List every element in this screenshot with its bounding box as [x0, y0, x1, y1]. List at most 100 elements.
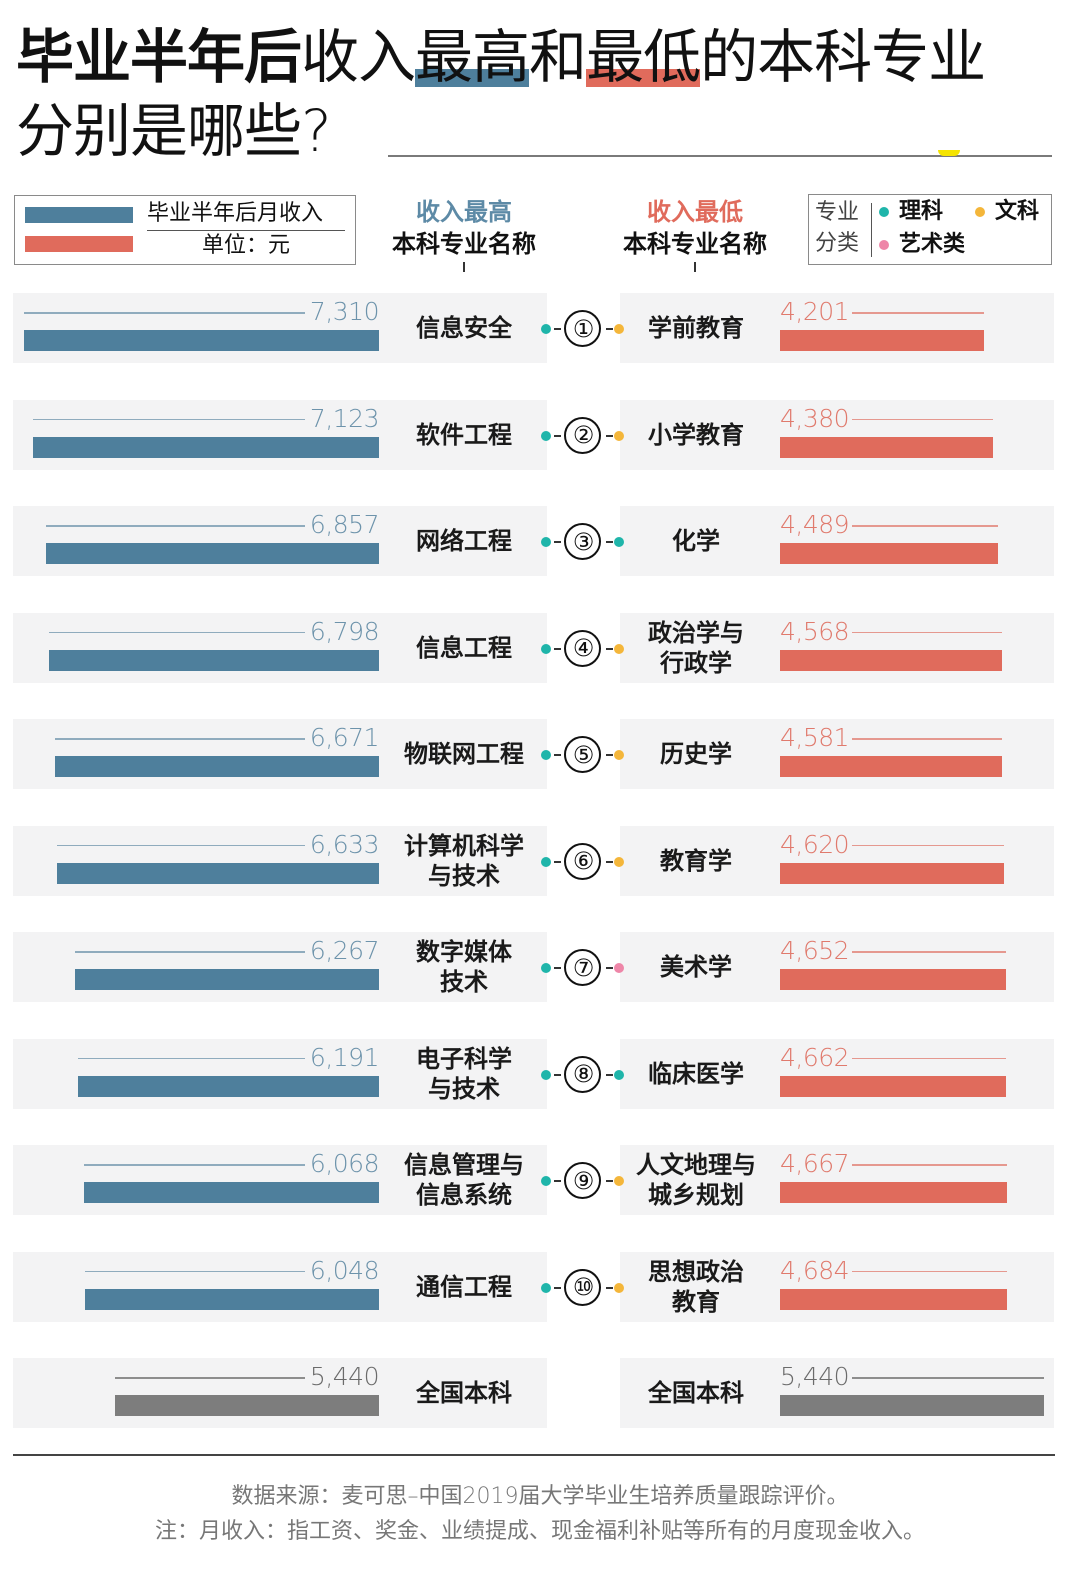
low-value-label: 4,684	[780, 1255, 850, 1285]
left-panel	[13, 1038, 547, 1109]
high-value-label: 6,633	[309, 829, 380, 859]
category-dot-icon	[541, 1176, 551, 1186]
low-value-label: 4,662	[780, 1042, 850, 1072]
category-dot-icon	[541, 324, 551, 334]
low-value-label: 4,380	[780, 403, 850, 433]
category-dot-icon	[541, 1069, 551, 1080]
category-art: 艺术类	[879, 230, 965, 260]
ranking-row: 6,267 数字媒体 技术 美术学 4,652 ⑦	[0, 932, 1080, 1002]
category-dot-icon	[614, 643, 624, 654]
legend-label: 毕业半年后月收入	[147, 201, 324, 226]
ranking-row: 6,671 物联网工程 历史学 4,581 ⑤	[0, 719, 1080, 789]
rank-badge: ⑨	[564, 1162, 601, 1199]
category-dot-icon	[541, 963, 551, 973]
value-leader-line	[852, 951, 1006, 953]
rank-badge: ⑦	[564, 949, 601, 986]
value-leader-line	[852, 738, 1002, 740]
right-panel	[620, 399, 1054, 470]
low-value-label: 4,620	[780, 829, 850, 859]
decorative-dot	[938, 150, 960, 156]
low-income-bar	[780, 330, 984, 351]
value-leader-line	[852, 312, 984, 314]
high-major-name: 软件工程	[416, 420, 512, 449]
ranking-row: 7,310 信息安全 学前教育 4,201 ①	[0, 293, 1080, 363]
low-major-name: 学前教育	[648, 314, 744, 342]
low-major-name: 教育学	[660, 846, 732, 875]
value-leader-line	[78, 1057, 305, 1059]
low-value-label: 4,652	[780, 936, 850, 965]
left-panel	[13, 506, 547, 576]
low-income-bar	[780, 862, 1004, 884]
value-leader-line	[115, 1377, 305, 1379]
high-major-name: 网络工程	[416, 527, 512, 555]
ranking-row: 7,123 软件工程 小学教育 4,380 ②	[0, 399, 1080, 470]
category-dot-icon	[541, 750, 551, 760]
value-leader-line	[75, 951, 305, 953]
low-major-name: 政治学与 行政学	[648, 618, 744, 677]
right-panel	[620, 612, 1054, 683]
left-panel	[13, 1145, 547, 1215]
chart-title-line1: 毕业半年后收入最高和最低的本科专业	[16, 23, 986, 91]
high-major-name: 全国本科	[416, 1379, 512, 1407]
category-dot-icon	[541, 856, 551, 867]
value-leader-line	[852, 1377, 1044, 1379]
right-panel	[620, 1145, 1054, 1215]
low-major-name: 思想政治 教育	[648, 1257, 744, 1316]
legend-unit: 单位：元	[201, 233, 290, 258]
rank-badge: ③	[564, 523, 601, 560]
low-major-name: 全国本科	[648, 1379, 744, 1407]
chart-title-line2: 分别是哪些?	[16, 97, 332, 165]
value-leader-line	[852, 631, 1002, 633]
high-income-bar	[75, 969, 379, 990]
value-leader-line	[55, 738, 305, 740]
value-leader-line	[852, 1057, 1006, 1059]
rank-badge: ②	[564, 416, 601, 454]
high-income-bar	[57, 862, 379, 884]
high-income-bar	[84, 1182, 379, 1203]
high-income-bar	[78, 1075, 379, 1097]
left-panel	[13, 719, 547, 789]
low-income-bar	[780, 1182, 1007, 1203]
value-leader-line	[84, 1164, 305, 1166]
high-value-label: 7,123	[309, 403, 380, 433]
low-income-bar	[780, 1075, 1006, 1097]
high-income-bar	[33, 436, 379, 458]
category-dot-icon	[614, 430, 624, 441]
category-dot-icon	[614, 1282, 624, 1293]
legend-swatch-high	[25, 207, 133, 223]
left-panel	[13, 612, 547, 683]
low-value-label: 4,667	[780, 1149, 850, 1178]
low-value-label: 4,489	[780, 510, 850, 539]
value-leader-line	[852, 525, 998, 527]
high-income-bar	[46, 543, 379, 564]
category-dot-icon	[614, 1176, 624, 1186]
category-dot-icon	[614, 963, 624, 973]
left-panel	[13, 293, 547, 363]
category-dot-icon	[541, 430, 551, 441]
value-leader-line	[852, 1164, 1007, 1166]
title-highlight-high: 最高	[415, 23, 530, 91]
high-major-name: 电子科学 与技术	[416, 1044, 512, 1103]
pink-dot-icon	[879, 240, 889, 250]
value-leader-line	[852, 1270, 1007, 1272]
value-leader-line	[852, 844, 1004, 846]
low-major-name: 小学教育	[648, 420, 744, 449]
low-value-label: 5,440	[780, 1362, 850, 1391]
header-highest: 收入最高 本科专业名称	[364, 196, 564, 272]
ranking-row: 6,633 计算机科学 与技术 教育学 4,620 ⑥	[0, 825, 1080, 896]
teal-dot-icon	[879, 207, 889, 217]
rank-badge: ⑤	[564, 736, 601, 773]
category-science: 理科	[879, 197, 943, 227]
category-dot-icon	[614, 324, 624, 334]
low-income-bar	[780, 649, 1002, 671]
high-major-name: 信息安全	[416, 314, 512, 342]
left-panel	[13, 932, 547, 1002]
low-major-name: 化学	[672, 527, 720, 555]
left-panel	[13, 1251, 547, 1322]
left-panel	[13, 399, 547, 470]
high-value-label: 6,671	[309, 723, 380, 752]
category-dot-icon	[541, 1282, 551, 1293]
legend-swatch-low	[25, 236, 133, 252]
value-leader-line	[852, 418, 993, 420]
right-panel	[620, 719, 1054, 789]
